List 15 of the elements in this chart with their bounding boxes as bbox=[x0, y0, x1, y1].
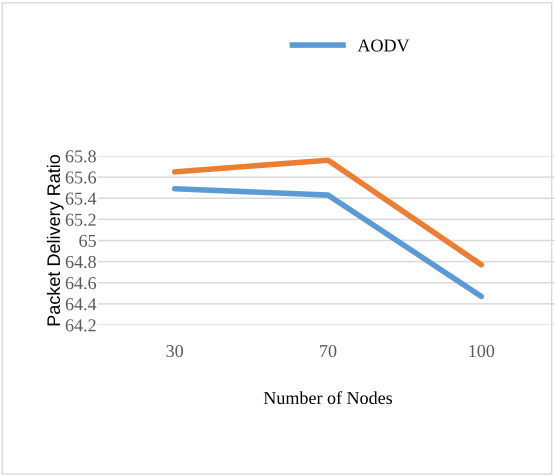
y-tick-label: 65.2 bbox=[66, 214, 96, 226]
y-tick-label: 65.4 bbox=[66, 192, 96, 205]
y-tick-label: 64.6 bbox=[66, 277, 96, 290]
x-tick-label: 100 bbox=[469, 344, 494, 358]
y-tick-label: 64.2 bbox=[66, 319, 96, 332]
y-tick-label: 65 bbox=[79, 234, 96, 247]
legend-label: AODV bbox=[358, 39, 410, 52]
y-tick-label: 65.6 bbox=[66, 171, 96, 184]
y-axis-title: Packet Delivery Ratio bbox=[46, 154, 64, 326]
y-tick-label: 65.8 bbox=[66, 150, 96, 163]
x-tick-label: 30 bbox=[166, 344, 184, 358]
y-tick-label: 64.4 bbox=[66, 298, 96, 310]
x-axis-title: Number of Nodes bbox=[264, 391, 392, 404]
x-tick-label: 70 bbox=[320, 344, 336, 358]
y-tick-label: 64.8 bbox=[66, 256, 96, 268]
